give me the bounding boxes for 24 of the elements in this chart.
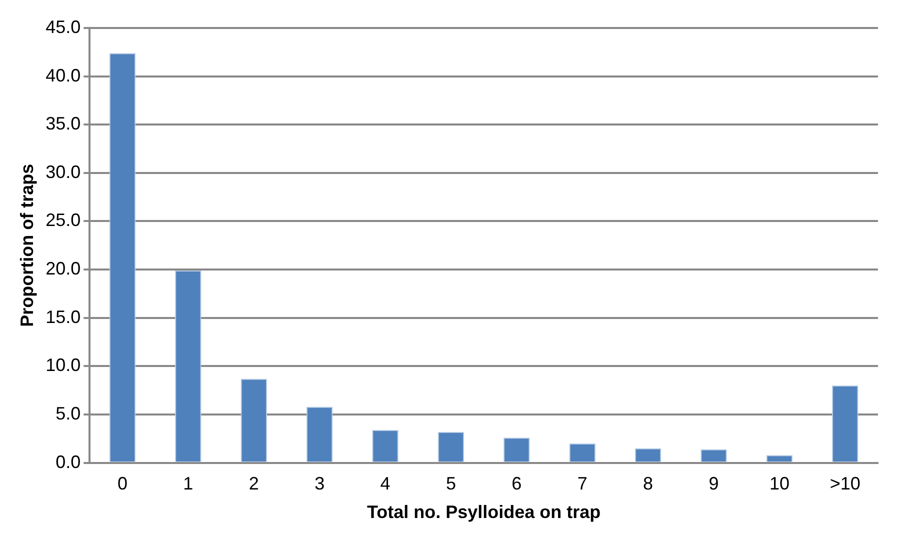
x-tick-label: 8 bbox=[643, 474, 654, 494]
y-tick-label: 5.0 bbox=[56, 403, 81, 424]
x-tick-label: 5 bbox=[446, 474, 456, 494]
x-tick-label: >10 bbox=[830, 474, 860, 494]
x-tick-label: 4 bbox=[380, 474, 390, 494]
x-tick-label: 7 bbox=[577, 474, 588, 494]
x-tick-label: 1 bbox=[183, 474, 194, 494]
x-tick-label: 0 bbox=[117, 474, 128, 494]
y-tick-label: 10.0 bbox=[46, 355, 81, 376]
y-tick-label: 15.0 bbox=[46, 306, 81, 327]
x-tick-label: 2 bbox=[248, 474, 259, 494]
y-tick-label: 30.0 bbox=[46, 162, 81, 182]
x-tick-label: 10 bbox=[769, 474, 790, 494]
x-axis-title: Total no. Psylloidea on trap bbox=[366, 502, 601, 522]
y-tick-label: 0.0 bbox=[56, 452, 81, 472]
y-tick-label: 35.0 bbox=[46, 114, 81, 134]
y-tick-label: 45.0 bbox=[46, 16, 81, 37]
x-tick-label: 9 bbox=[708, 474, 719, 494]
y-tick-label: 20.0 bbox=[46, 258, 81, 279]
y-tick-label: 40.0 bbox=[46, 65, 81, 86]
x-tick-label: 3 bbox=[314, 474, 325, 494]
y-tick-label: 25.0 bbox=[46, 210, 81, 230]
x-tick-label: 6 bbox=[512, 474, 522, 494]
y-axis-title: Proportion of traps bbox=[16, 164, 37, 327]
